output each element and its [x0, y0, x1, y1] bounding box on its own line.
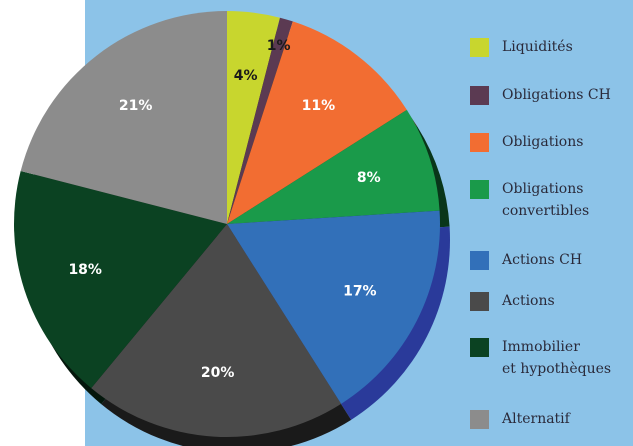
- data-label: 17%: [343, 284, 377, 300]
- data-label: 11%: [302, 98, 336, 114]
- legend-swatch: [470, 251, 489, 270]
- legend-item: Obligations convertibles: [470, 180, 589, 222]
- legend-swatch: [470, 410, 489, 429]
- legend-swatch: [470, 86, 489, 105]
- slice: [14, 171, 227, 389]
- legend-label: Obligations convertibles: [502, 181, 590, 219]
- data-label: 4%: [234, 68, 258, 84]
- legend-item: Immobilier et hypothèques: [470, 338, 611, 380]
- slice: [227, 210, 440, 404]
- legend-label: Immobilier et hypothèques: [502, 339, 612, 377]
- slice: [227, 109, 440, 224]
- slice: [227, 21, 407, 225]
- data-label: 1%: [267, 38, 291, 54]
- legend-label: Obligations: [502, 134, 584, 150]
- data-label: 8%: [357, 170, 381, 186]
- legend-swatch: [470, 180, 489, 199]
- legend-label: Actions CH: [502, 252, 583, 268]
- legend-item: Actions CH: [470, 251, 582, 271]
- slice: [227, 11, 280, 224]
- legend-label: Obligations CH: [502, 87, 611, 103]
- data-label: 18%: [68, 262, 102, 278]
- legend-label: Liquidités: [502, 39, 573, 55]
- legend-swatch: [470, 133, 489, 152]
- slice: [227, 17, 293, 224]
- slice: [20, 11, 227, 224]
- data-label: 20%: [201, 365, 235, 381]
- legend-swatch: [470, 292, 489, 311]
- legend-swatch: [470, 338, 489, 357]
- legend-item: Obligations CH: [470, 86, 611, 106]
- legend-item: Alternatif: [470, 410, 570, 430]
- slice: [91, 224, 342, 438]
- legend-label: Alternatif: [502, 411, 570, 427]
- data-label: 21%: [119, 98, 153, 114]
- legend-item: Obligations: [470, 133, 583, 153]
- legend-item: Liquidités: [470, 38, 573, 58]
- legend-swatch: [470, 38, 489, 57]
- legend-label: Actions: [502, 293, 555, 309]
- legend-item: Actions: [470, 292, 555, 312]
